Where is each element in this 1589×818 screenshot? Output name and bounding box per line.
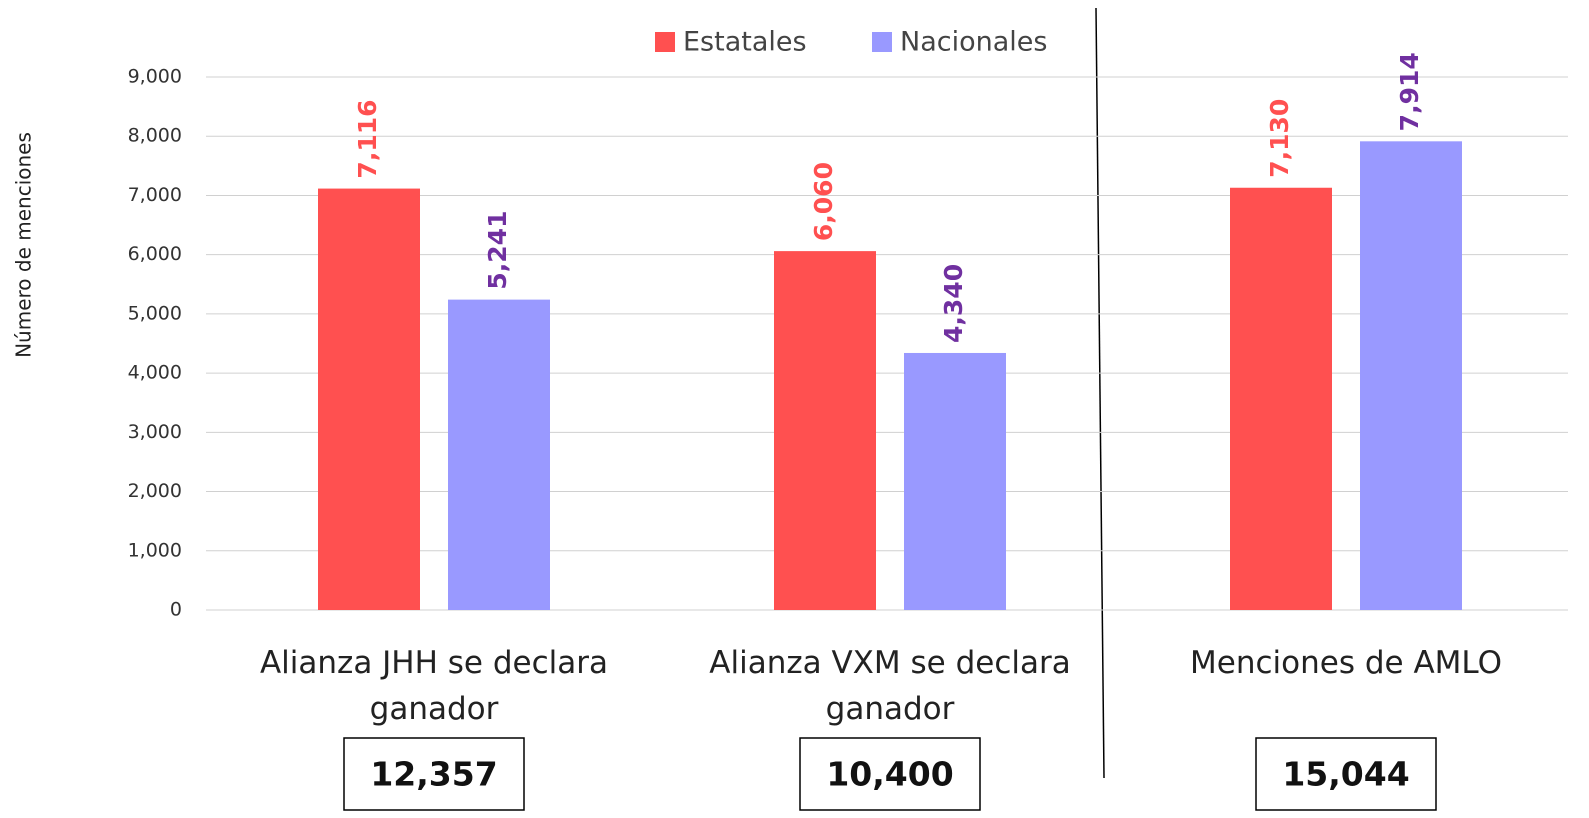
x-tick-label: Alianza VXM se declara ganador	[709, 645, 1071, 727]
y-axis-title: Número de menciones	[12, 132, 36, 358]
bar	[318, 188, 420, 611]
total-box	[1255, 737, 1437, 811]
total-label: 15,044	[1282, 755, 1409, 794]
y-tick-label: 7,000	[128, 184, 182, 206]
bar	[774, 251, 876, 610]
y-tick-label: 5,000	[128, 302, 182, 324]
legend-swatch	[655, 32, 675, 52]
x-tick-label: Alianza JHH se declara ganador	[259, 645, 609, 727]
bar	[1230, 187, 1332, 611]
y-tick-label: 1,000	[128, 539, 182, 561]
bar	[448, 299, 550, 610]
x-tick-label: Menciones de AMLO	[1190, 645, 1502, 681]
bar	[1360, 141, 1462, 610]
y-tick-label: 4,000	[128, 362, 182, 384]
data-label: 7,116	[353, 99, 382, 178]
bar	[904, 352, 1006, 610]
y-tick-label: 9,000	[128, 66, 182, 88]
legend-swatch	[872, 32, 892, 52]
y-tick-label: 0	[170, 599, 182, 621]
data-label: 5,241	[483, 211, 512, 290]
y-tick-label: 8,000	[128, 125, 182, 147]
data-label: 7,914	[1395, 52, 1424, 131]
total-box	[799, 737, 981, 811]
total-label: 10,400	[826, 755, 953, 794]
data-label: 6,060	[809, 162, 838, 241]
data-label: 4,340	[939, 264, 968, 343]
data-label: 7,130	[1265, 99, 1294, 178]
total-box	[343, 737, 525, 811]
legend-label: Estatales	[683, 27, 807, 58]
y-tick-label: 3,000	[128, 421, 182, 443]
y-tick-label: 2,000	[128, 480, 182, 502]
y-tick-label: 6,000	[128, 243, 182, 265]
legend-label: Nacionales	[900, 27, 1047, 58]
total-label: 12,357	[370, 755, 497, 794]
